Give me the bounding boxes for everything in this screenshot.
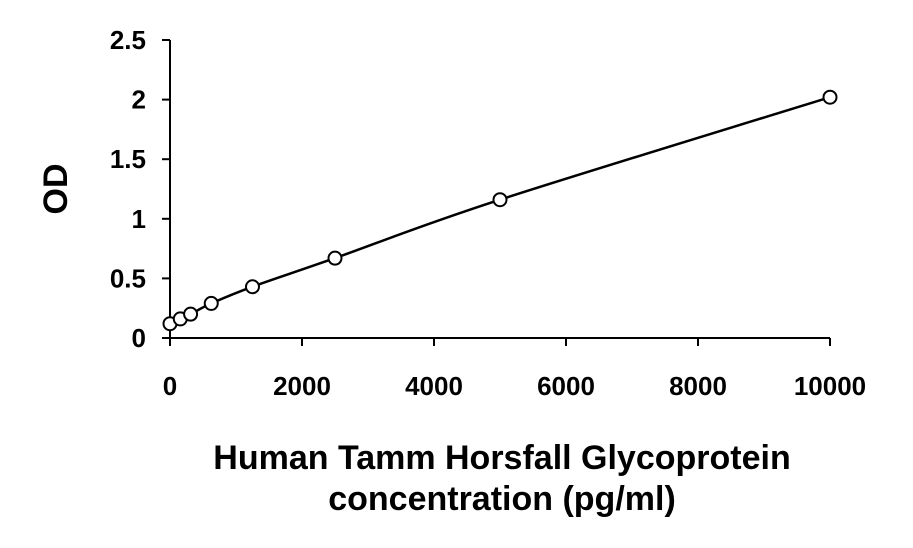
- data-point: [822, 89, 838, 105]
- x-tick-label: 0: [163, 371, 177, 401]
- x-tick-label: 2000: [273, 371, 331, 401]
- data-point: [245, 279, 260, 295]
- y-tick-label: 1: [132, 204, 146, 234]
- fit-curve: [169, 96, 831, 325]
- y-tick-label: 2: [132, 85, 146, 115]
- data-point: [327, 250, 343, 266]
- x-tick-label: 10000: [794, 371, 866, 401]
- y-ticks: 0 0.5 1 1.5 2 2.5: [110, 25, 170, 353]
- x-tick-label: 8000: [669, 371, 727, 401]
- x-tick-label: 4000: [405, 371, 463, 401]
- y-tick-label: 1.5: [110, 144, 146, 174]
- data-points: [162, 89, 838, 332]
- y-axis: 0 0.5 1 1.5 2 2.5: [110, 25, 171, 353]
- x-axis-title-line-1: Human Tamm Horsfall Glycoprotein: [213, 439, 790, 477]
- y-tick-label: 0.5: [110, 263, 146, 293]
- data-point: [203, 295, 219, 311]
- y-tick-label: 0: [132, 323, 146, 353]
- x-tick-label: 6000: [537, 371, 595, 401]
- y-tick-label: 2.5: [110, 25, 146, 55]
- data-point: [492, 192, 508, 208]
- x-axis: 0 2000 4000 6000 8000 10000: [163, 337, 866, 401]
- data-point: [183, 306, 199, 322]
- x-ticks: 0 2000 4000 6000 8000 10000: [163, 338, 866, 401]
- x-axis-title-line-2: concentration (pg/ml): [328, 480, 676, 518]
- y-axis-title: OD: [37, 164, 75, 215]
